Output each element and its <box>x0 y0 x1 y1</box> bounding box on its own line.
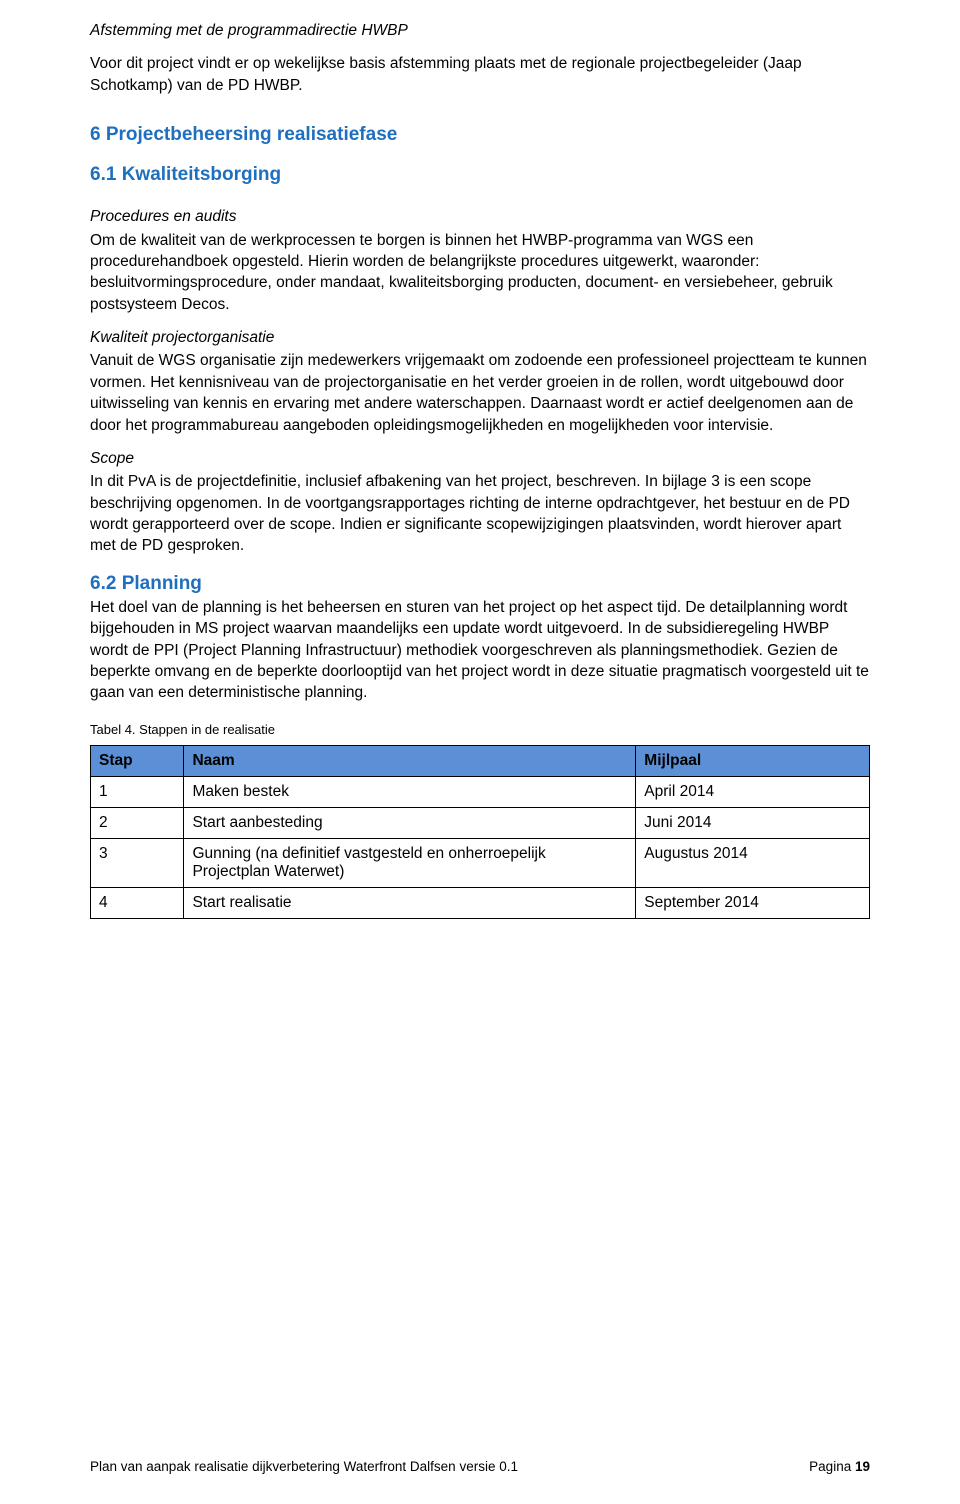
subheading-text: Kwaliteit projectorganisatie <box>90 329 274 346</box>
th-stap: Stap <box>91 745 184 776</box>
footer-page-number: 19 <box>855 1459 870 1474</box>
paragraph-scope: In dit PvA is de projectdefinitie, inclu… <box>90 471 870 557</box>
steps-table: Stap Naam Mijlpaal 1 Maken bestek April … <box>90 745 870 919</box>
heading-6: 6 Projectbeheersing realisatiefase <box>90 124 870 146</box>
footer-page: Pagina 19 <box>809 1459 870 1474</box>
cell-stap: 1 <box>91 776 184 807</box>
subheading-afstemming: Afstemming met de programmadirectie HWBP <box>90 20 870 41</box>
footer-page-label: Pagina <box>809 1459 855 1474</box>
heading-6-2: 6.2 Planning <box>90 573 870 595</box>
subheading-scope: Scope <box>90 448 870 469</box>
subheading-text: Afstemming met de programmadirectie HWBP <box>90 22 408 39</box>
th-naam: Naam <box>184 745 636 776</box>
cell-stap: 3 <box>91 838 184 887</box>
cell-mijlpaal: April 2014 <box>636 776 870 807</box>
cell-mijlpaal: September 2014 <box>636 887 870 918</box>
table-row: 2 Start aanbesteding Juni 2014 <box>91 807 870 838</box>
cell-mijlpaal: Augustus 2014 <box>636 838 870 887</box>
subheading-procedures: Procedures en audits <box>90 206 870 227</box>
table-header-row: Stap Naam Mijlpaal <box>91 745 870 776</box>
heading-6-1: 6.1 Kwaliteitsborging <box>90 164 870 186</box>
cell-naam: Maken bestek <box>184 776 636 807</box>
cell-stap: 4 <box>91 887 184 918</box>
table-row: 1 Maken bestek April 2014 <box>91 776 870 807</box>
paragraph-afstemming: Voor dit project vindt er op wekelijkse … <box>90 53 870 96</box>
th-mijlpaal: Mijlpaal <box>636 745 870 776</box>
subheading-kwaliteit: Kwaliteit projectorganisatie <box>90 327 870 348</box>
table-row: 3 Gunning (na definitief vastgesteld en … <box>91 838 870 887</box>
cell-naam: Gunning (na definitief vastgesteld en on… <box>184 838 636 887</box>
page-footer: Plan van aanpak realisatie dijkverbeteri… <box>90 1459 870 1474</box>
paragraph-kwaliteit: Vanuit de WGS organisatie zijn medewerke… <box>90 350 870 436</box>
footer-left: Plan van aanpak realisatie dijkverbeteri… <box>90 1459 518 1474</box>
subheading-text: Procedures en audits <box>90 208 236 225</box>
table-row: 4 Start realisatie September 2014 <box>91 887 870 918</box>
cell-mijlpaal: Juni 2014 <box>636 807 870 838</box>
document-page: Afstemming met de programmadirectie HWBP… <box>0 0 960 1504</box>
table-caption: Tabel 4. Stappen in de realisatie <box>90 722 870 737</box>
cell-naam: Start realisatie <box>184 887 636 918</box>
paragraph-procedures: Om de kwaliteit van de werkprocessen te … <box>90 230 870 316</box>
cell-naam: Start aanbesteding <box>184 807 636 838</box>
paragraph-planning: Het doel van de planning is het beheerse… <box>90 597 870 704</box>
cell-stap: 2 <box>91 807 184 838</box>
subheading-text: Scope <box>90 450 134 467</box>
